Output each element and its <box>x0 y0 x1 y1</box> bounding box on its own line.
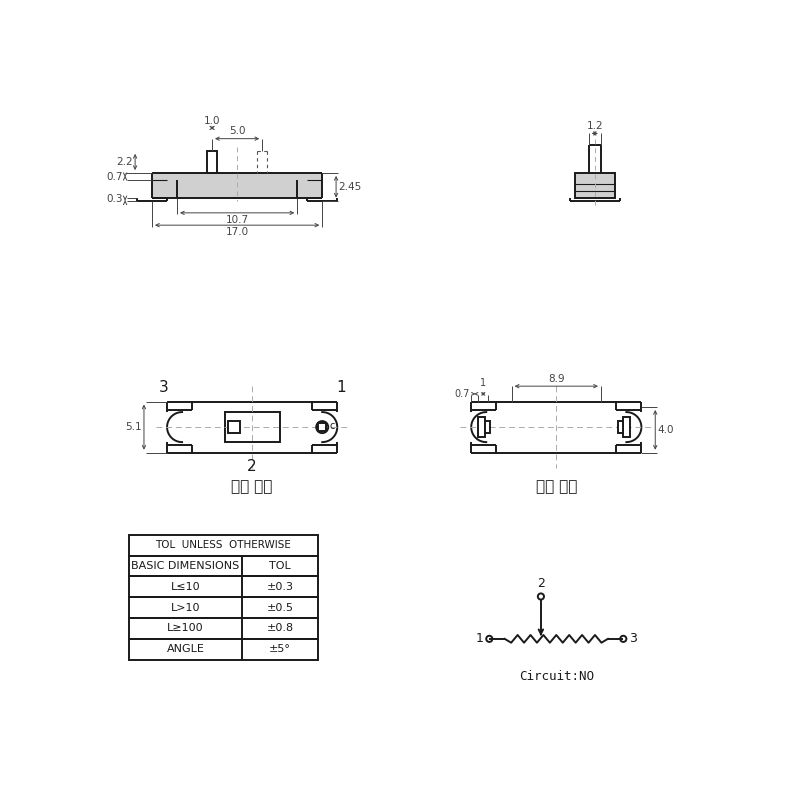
Bar <box>318 423 326 431</box>
Text: 8.9: 8.9 <box>548 374 565 384</box>
Text: 4.0: 4.0 <box>658 425 674 435</box>
Text: 1.2: 1.2 <box>586 121 603 131</box>
Bar <box>129 535 318 556</box>
Bar <box>574 173 615 198</box>
Text: L≥100: L≥100 <box>167 623 204 634</box>
Bar <box>228 421 240 433</box>
Text: 2: 2 <box>247 458 257 474</box>
Bar <box>129 556 318 577</box>
Text: （反 面）: （反 面） <box>536 479 577 494</box>
Text: BASIC DIMENSIONS: BASIC DIMENSIONS <box>131 561 240 571</box>
Text: 2.45: 2.45 <box>338 182 362 192</box>
Text: 5.0: 5.0 <box>229 126 246 136</box>
Text: 1.0: 1.0 <box>204 115 220 126</box>
Text: 5.1: 5.1 <box>125 422 142 432</box>
Text: c: c <box>330 422 335 431</box>
Text: ±0.8: ±0.8 <box>266 623 294 634</box>
Text: 1: 1 <box>336 381 346 395</box>
Text: ±5°: ±5° <box>269 644 291 654</box>
Text: 3: 3 <box>630 632 638 646</box>
Text: TOL: TOL <box>269 561 290 571</box>
Bar <box>623 417 630 437</box>
Text: TOL  UNLESS  OTHERWISE: TOL UNLESS OTHERWISE <box>155 540 291 550</box>
Text: L≤10: L≤10 <box>170 582 200 592</box>
Bar <box>618 421 623 433</box>
Text: Circuit:NO: Circuit:NO <box>518 670 594 682</box>
Bar <box>486 421 490 433</box>
Bar <box>129 639 318 660</box>
Text: （正 面）: （正 面） <box>231 479 273 494</box>
Bar <box>129 618 318 639</box>
Bar <box>129 598 318 618</box>
Text: 1: 1 <box>475 632 483 646</box>
Bar <box>129 577 318 598</box>
Bar <box>152 173 322 198</box>
Text: 0.7: 0.7 <box>106 171 122 182</box>
Text: 0.7: 0.7 <box>454 389 470 399</box>
Bar <box>478 417 486 437</box>
Text: 2: 2 <box>537 578 545 590</box>
Bar <box>574 173 615 198</box>
Text: 10.7: 10.7 <box>226 215 249 225</box>
Text: 0.3: 0.3 <box>106 194 122 204</box>
Text: 2.2: 2.2 <box>116 157 133 167</box>
Text: 3: 3 <box>158 381 168 395</box>
Bar <box>207 151 217 173</box>
Text: ±0.3: ±0.3 <box>266 582 294 592</box>
Text: ANGLE: ANGLE <box>166 644 205 654</box>
Bar <box>225 412 280 442</box>
Text: 1: 1 <box>480 378 486 388</box>
Text: L>10: L>10 <box>170 602 200 613</box>
Text: 17.0: 17.0 <box>226 227 249 238</box>
Text: ±0.5: ±0.5 <box>266 602 294 613</box>
